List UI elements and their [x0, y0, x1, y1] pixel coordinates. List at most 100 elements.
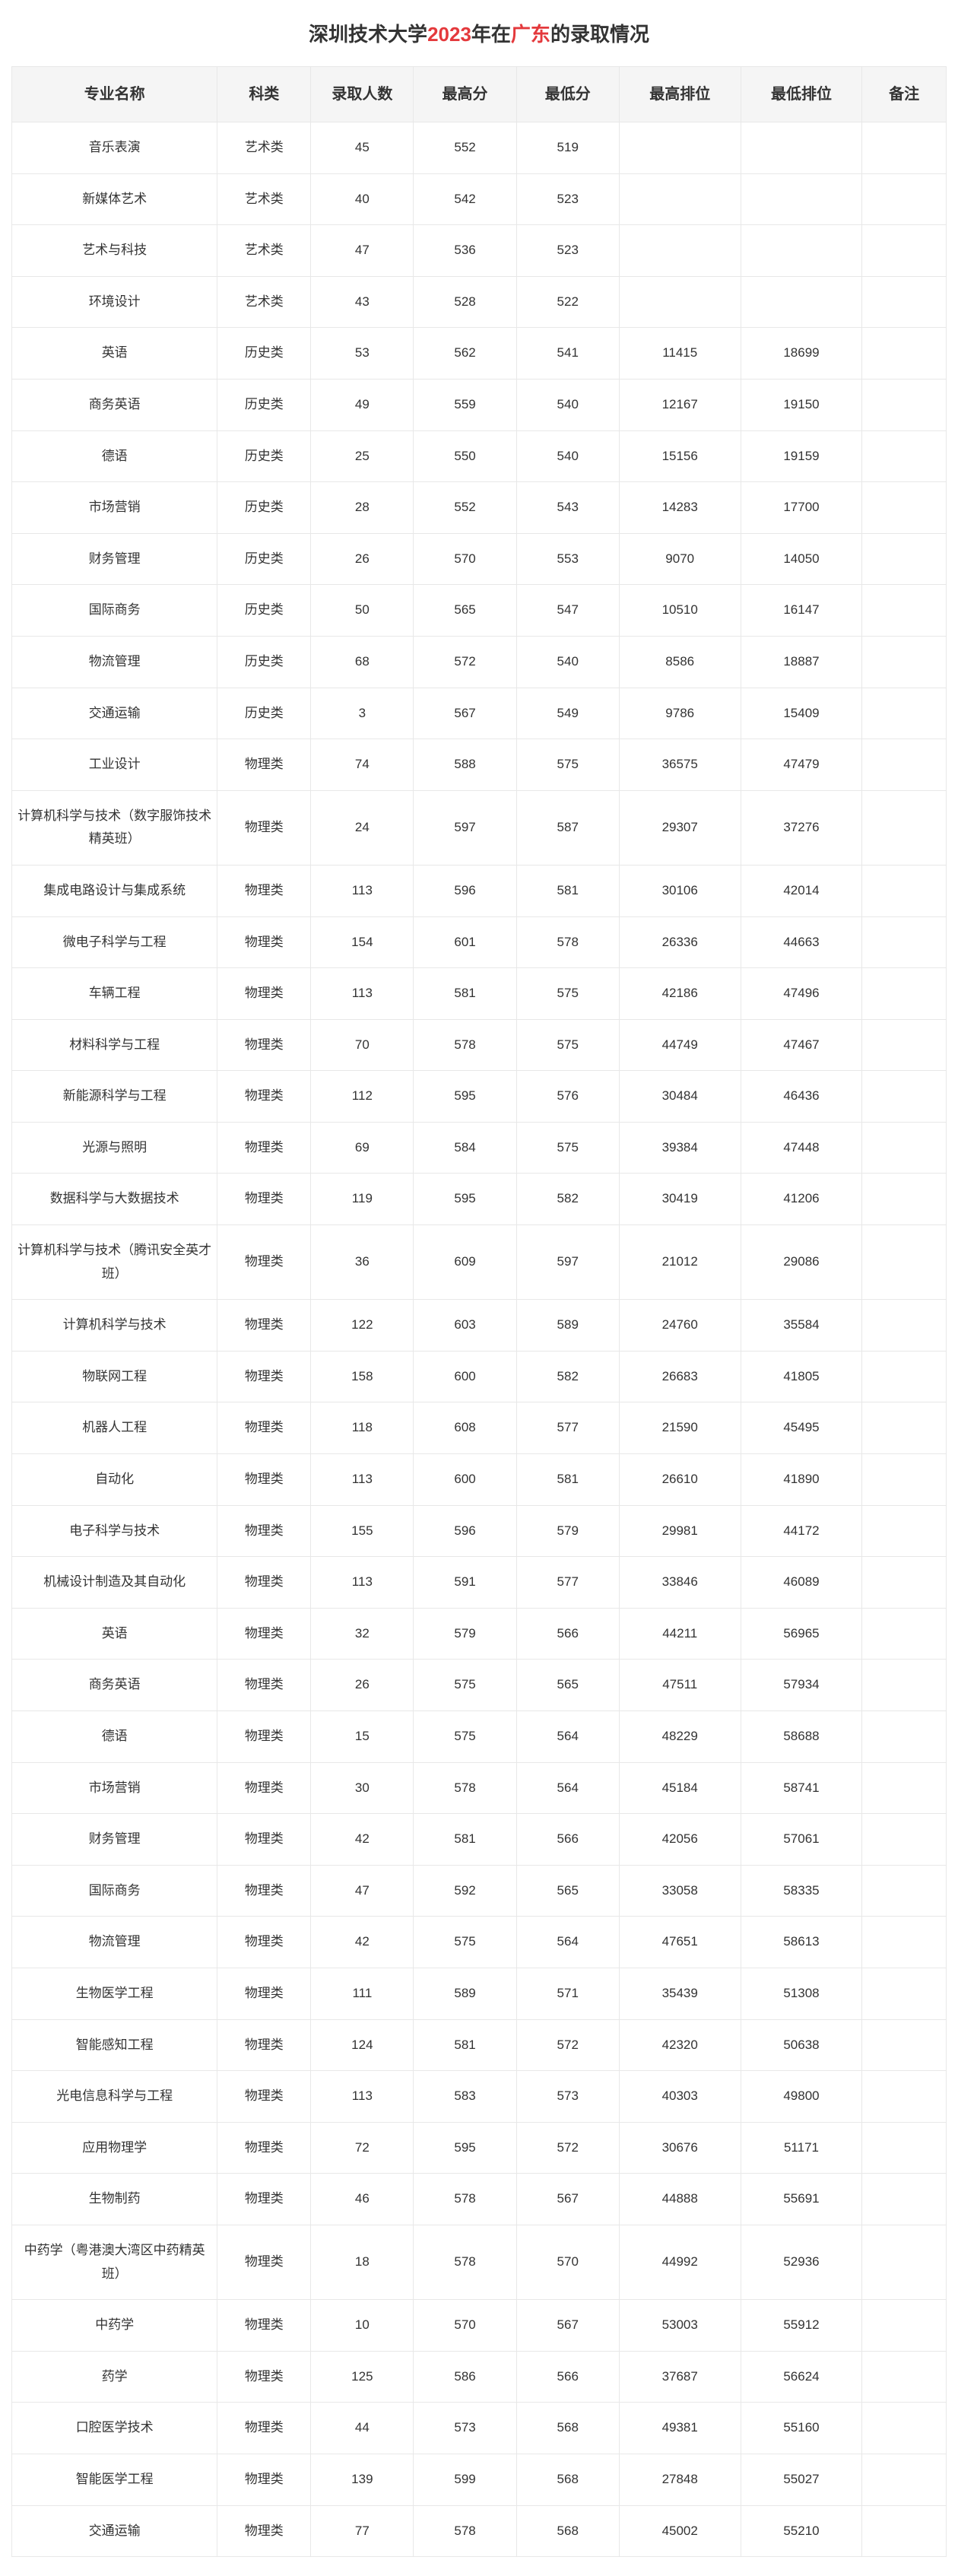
table-cell: 72 [311, 2122, 414, 2174]
table-cell: 30484 [619, 1071, 741, 1123]
table-cell [862, 533, 947, 585]
table-cell: 111 [311, 1968, 414, 2019]
table-cell: 国际商务 [12, 585, 217, 637]
table-cell [862, 1814, 947, 1866]
table-cell: 市场营销 [12, 482, 217, 534]
table-cell: 26610 [619, 1454, 741, 1506]
table-cell: 581 [516, 1454, 619, 1506]
table-row: 智能医学工程物理类1395995682784855027 [12, 2454, 947, 2505]
table-cell: 596 [414, 1505, 516, 1557]
table-cell [862, 2019, 947, 2071]
table-cell [619, 122, 741, 174]
table-row: 音乐表演艺术类45552519 [12, 122, 947, 174]
table-row: 商务英语物理类265755654751157934 [12, 1660, 947, 1711]
table-cell: 572 [414, 636, 516, 688]
table-row: 财务管理历史类26570553907014050 [12, 533, 947, 585]
table-cell: 577 [516, 1557, 619, 1609]
table-cell: 568 [516, 2454, 619, 2505]
table-cell: 物理类 [217, 1711, 311, 1763]
table-row: 交通运输历史类3567549978615409 [12, 688, 947, 739]
table-cell: 55691 [741, 2174, 862, 2225]
table-cell: 物理类 [217, 1814, 311, 1866]
table-cell: 物流管理 [12, 1917, 217, 1968]
table-cell: 581 [516, 865, 619, 916]
table-cell: 艺术类 [217, 276, 311, 328]
table-row: 市场营销物理类305785644518458741 [12, 1762, 947, 1814]
table-cell: 财务管理 [12, 1814, 217, 1866]
table-cell: 581 [414, 1814, 516, 1866]
table-cell: 42320 [619, 2019, 741, 2071]
table-cell [862, 482, 947, 534]
table-cell [862, 1019, 947, 1071]
table-cell: 523 [516, 225, 619, 277]
table-cell: 154 [311, 916, 414, 968]
table-cell: 549 [516, 688, 619, 739]
table-cell: 596 [414, 865, 516, 916]
col-maxscore: 最高分 [414, 67, 516, 122]
table-row: 物联网工程物理类1586005822668341805 [12, 1351, 947, 1402]
table-cell: 26683 [619, 1351, 741, 1402]
table-cell: 26336 [619, 916, 741, 968]
table-cell: 物理类 [217, 2174, 311, 2225]
table-cell: 578 [414, 1019, 516, 1071]
table-cell: 575 [414, 1660, 516, 1711]
table-row: 口腔医学技术物理类445735684938155160 [12, 2403, 947, 2454]
table-cell: 药学 [12, 2351, 217, 2403]
table-cell: 122 [311, 1300, 414, 1352]
table-row: 计算机科学与技术（腾讯安全英才班）物理类366095972101229086 [12, 1225, 947, 1300]
table-cell: 609 [414, 1225, 516, 1300]
table-cell: 市场营销 [12, 1762, 217, 1814]
table-cell: 50638 [741, 2019, 862, 2071]
table-cell: 592 [414, 1865, 516, 1917]
table-cell: 47511 [619, 1660, 741, 1711]
table-cell: 566 [516, 1814, 619, 1866]
table-cell: 112 [311, 1071, 414, 1123]
table-cell: 德语 [12, 430, 217, 482]
table-cell: 材料科学与工程 [12, 1019, 217, 1071]
table-cell: 46089 [741, 1557, 862, 1609]
table-cell: 45495 [741, 1402, 862, 1454]
table-cell: 车辆工程 [12, 968, 217, 1020]
table-cell: 541 [516, 328, 619, 380]
table-cell: 17700 [741, 482, 862, 534]
table-cell: 26 [311, 1660, 414, 1711]
table-cell: 机器人工程 [12, 1402, 217, 1454]
table-cell: 历史类 [217, 688, 311, 739]
table-cell: 69 [311, 1122, 414, 1174]
table-cell: 14283 [619, 482, 741, 534]
col-major: 专业名称 [12, 67, 217, 122]
table-cell: 113 [311, 1454, 414, 1506]
table-cell: 19159 [741, 430, 862, 482]
table-cell: 540 [516, 430, 619, 482]
table-cell [862, 1557, 947, 1609]
table-cell: 42186 [619, 968, 741, 1020]
table-cell: 18699 [741, 328, 862, 380]
table-cell: 566 [516, 2351, 619, 2403]
table-cell: 艺术类 [217, 122, 311, 174]
table-cell [862, 1071, 947, 1123]
table-cell [619, 276, 741, 328]
table-cell: 10 [311, 2300, 414, 2352]
table-cell [862, 1225, 947, 1300]
table-cell: 52936 [741, 2225, 862, 2299]
table-cell [862, 1505, 947, 1557]
table-cell [862, 2071, 947, 2123]
table-cell: 数据科学与大数据技术 [12, 1174, 217, 1225]
table-cell: 30676 [619, 2122, 741, 2174]
table-cell: 中药学（粤港澳大湾区中药精英班） [12, 2225, 217, 2299]
table-cell: 40 [311, 173, 414, 225]
table-row: 商务英语历史类495595401216719150 [12, 379, 947, 430]
table-row: 材料科学与工程物理类705785754474947467 [12, 1019, 947, 1071]
table-cell: 70 [311, 1019, 414, 1071]
table-row: 数据科学与大数据技术物理类1195955823041941206 [12, 1174, 947, 1225]
table-cell: 历史类 [217, 533, 311, 585]
title-school: 深圳技术大学 [309, 23, 427, 46]
table-cell: 21590 [619, 1402, 741, 1454]
table-cell: 552 [414, 482, 516, 534]
table-cell [862, 379, 947, 430]
table-cell [862, 122, 947, 174]
table-cell [862, 865, 947, 916]
table-row: 应用物理学物理类725955723067651171 [12, 2122, 947, 2174]
table-cell: 113 [311, 1557, 414, 1609]
table-cell: 74 [311, 739, 414, 791]
